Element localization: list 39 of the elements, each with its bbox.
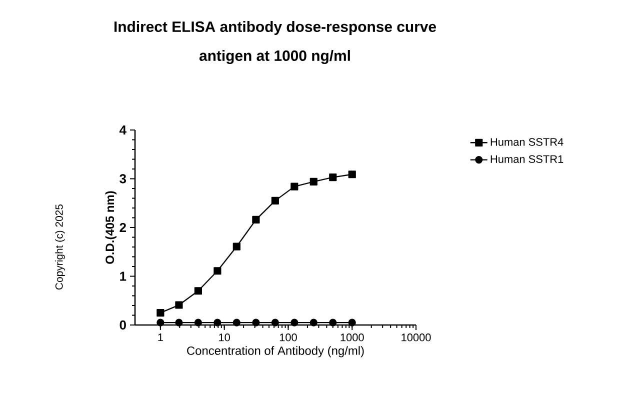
point	[290, 182, 298, 190]
point	[232, 318, 240, 326]
y-tick-label: 1	[120, 272, 126, 281]
y-tick-label: 3	[120, 174, 126, 184]
y-axis-title: O.D.(405 nm)	[105, 191, 116, 264]
y-tick-label: 2	[120, 222, 126, 232]
x-tick-label: 10000	[402, 334, 431, 342]
point	[271, 196, 279, 204]
point	[348, 318, 356, 326]
legend-label: Human SSTR1	[490, 155, 564, 163]
point	[348, 170, 356, 178]
point	[252, 318, 260, 326]
point	[271, 318, 279, 326]
point	[329, 318, 337, 326]
point	[310, 318, 318, 326]
y-tick-label: 4	[119, 126, 126, 134]
point	[252, 216, 260, 224]
point	[310, 178, 318, 186]
chart-subtitle: antigen at 1000 ng/ml	[199, 50, 350, 64]
point	[232, 242, 240, 250]
x-tick-label: 1000	[340, 334, 364, 342]
point	[214, 318, 222, 326]
point	[156, 309, 164, 317]
legend-label: Human SSTR4	[490, 138, 564, 146]
x-axis-title: Concentration of Antibody (ng/ml)	[187, 346, 364, 358]
x-tick-label: 10	[219, 334, 230, 342]
x-tick-label: 1	[158, 334, 163, 342]
point	[290, 318, 298, 326]
point	[194, 318, 202, 326]
point	[156, 318, 164, 326]
chart-title: Indirect ELISA antibody dose-response curve	[114, 21, 436, 35]
point	[194, 287, 202, 295]
point	[175, 301, 183, 309]
point	[214, 267, 222, 275]
x-tick-label: 100	[280, 334, 297, 342]
point	[175, 318, 183, 326]
point	[329, 173, 337, 182]
text: Copyright (c) 2025	[55, 204, 65, 290]
y-tick-label: 0	[120, 320, 126, 330]
